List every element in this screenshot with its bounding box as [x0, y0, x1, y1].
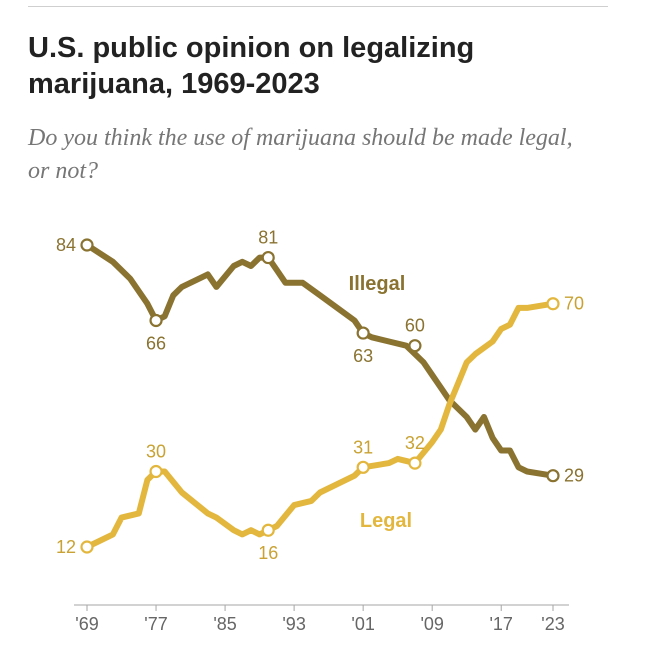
x-tick-label: '85: [213, 614, 236, 634]
legal-data-label: 16: [258, 543, 278, 563]
illegal-series-line: [84, 242, 556, 479]
legal-marker: [261, 523, 275, 537]
legal-data-label: 12: [56, 537, 76, 557]
illegal-data-label: 63: [353, 346, 373, 366]
illegal-data-label: 29: [564, 466, 584, 486]
chart-title: U.S. public opinion on legalizing mariju…: [28, 32, 475, 100]
illegal-marker: [408, 339, 422, 353]
legal-series-label: Legal: [360, 510, 412, 532]
illegal-marker: [149, 313, 163, 328]
illegal-data-label: 66: [146, 334, 166, 354]
x-tick-label: '01: [351, 614, 374, 634]
legal-marker: [408, 456, 422, 470]
x-axis-ticks: '69 '77 '85 '93 '01 '09 '17 '23: [75, 605, 565, 634]
legal-marker: [356, 460, 370, 474]
x-tick-label: '09: [420, 614, 443, 634]
x-tick-label: '93: [282, 614, 305, 634]
legal-marker: [546, 297, 560, 311]
legal-data-label: 30: [146, 442, 166, 462]
data-markers: [80, 238, 560, 554]
chart-subtitle: Do you think the use of marijuana should…: [28, 125, 573, 184]
x-tick-label: '69: [75, 614, 98, 634]
legal-data-label: 31: [353, 437, 373, 457]
x-tick-label: '17: [489, 614, 512, 634]
illegal-data-label: 84: [56, 235, 76, 255]
top-divider: [28, 6, 608, 7]
legal-series-line: [84, 300, 556, 550]
illegal-marker: [356, 326, 370, 340]
x-tick-label: '77: [144, 614, 167, 634]
illegal-data-label: 81: [258, 228, 278, 248]
legal-data-label: 32: [405, 433, 425, 453]
illegal-marker: [80, 238, 94, 252]
legal-marker: [149, 464, 163, 479]
data-labels: 84 66 81 63 60 29 12 30 16 31 32 70: [56, 228, 584, 564]
illegal-marker: [261, 250, 275, 265]
x-tick-label: '23: [541, 614, 564, 634]
illegal-series-label: Illegal: [349, 273, 406, 295]
legal-data-label: 70: [564, 294, 584, 314]
illegal-marker: [546, 469, 560, 483]
legal-marker: [80, 540, 94, 554]
illegal-data-label: 60: [405, 316, 425, 336]
